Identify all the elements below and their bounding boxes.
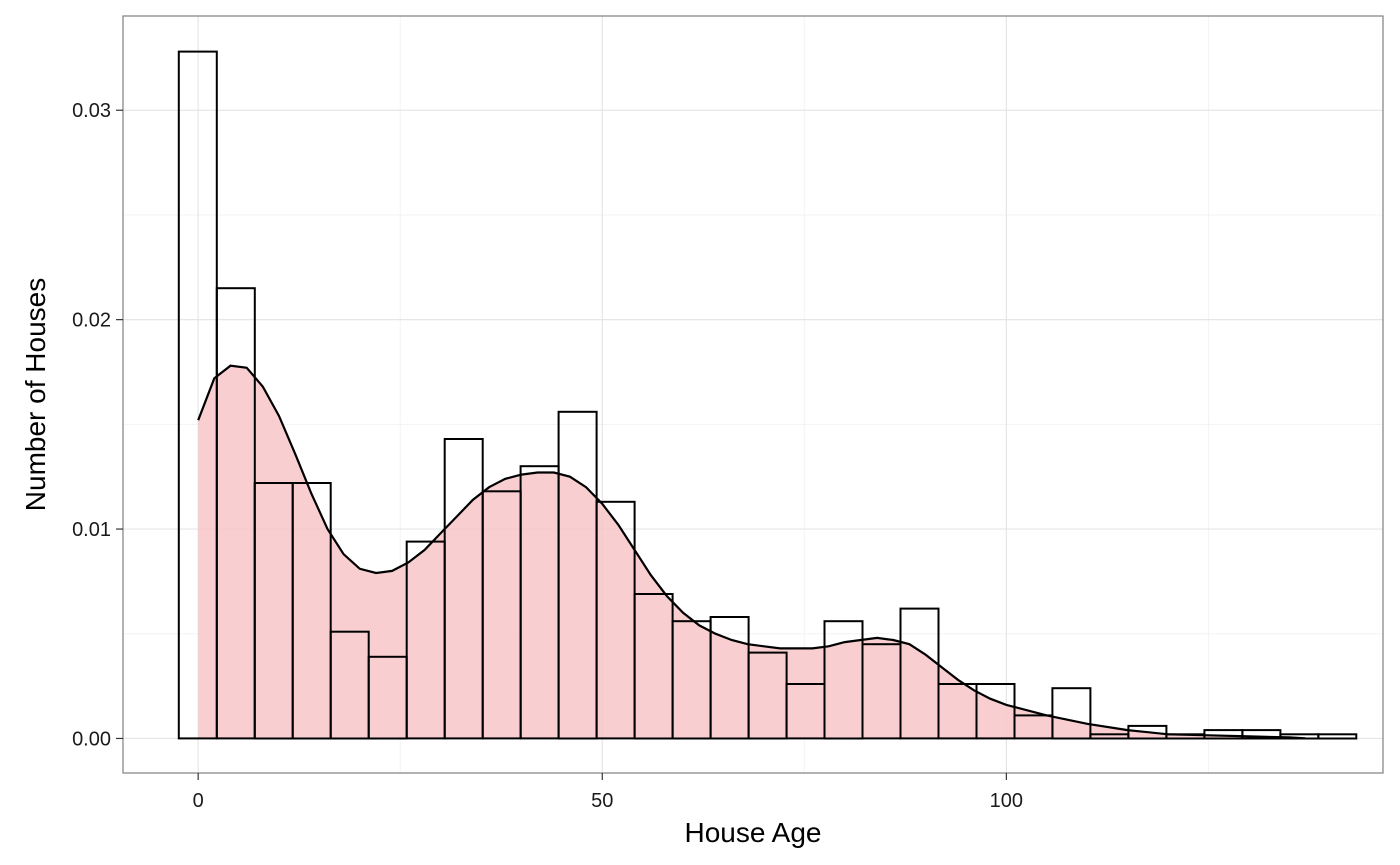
y-axis-ticks: 0.00 0.01 0.02 0.03 xyxy=(72,100,123,750)
histogram-bar xyxy=(975,683,1016,740)
y-axis-title: Number of Houses xyxy=(20,278,51,511)
histogram-bar xyxy=(1127,724,1168,740)
x-axis-ticks: 0 50 100 xyxy=(193,773,1023,812)
histogram-bar xyxy=(1317,733,1358,740)
y-tick-label: 0.03 xyxy=(72,100,111,122)
y-tick-label: 0.02 xyxy=(72,310,111,332)
x-axis-title: House Age xyxy=(685,817,822,848)
histogram-bar xyxy=(899,607,940,740)
histogram-bars xyxy=(177,50,1358,740)
x-tick-label: 50 xyxy=(591,790,613,812)
histogram-bar xyxy=(1051,687,1092,740)
y-tick-label: 0.00 xyxy=(72,728,111,750)
histogram-bar xyxy=(291,482,332,740)
x-tick-label: 100 xyxy=(990,790,1023,812)
density-curve xyxy=(197,364,1306,740)
x-tick-label: 0 xyxy=(193,790,204,812)
density-area xyxy=(198,365,1306,739)
y-tick-label: 0.01 xyxy=(72,519,111,541)
panel-border xyxy=(122,15,1384,774)
